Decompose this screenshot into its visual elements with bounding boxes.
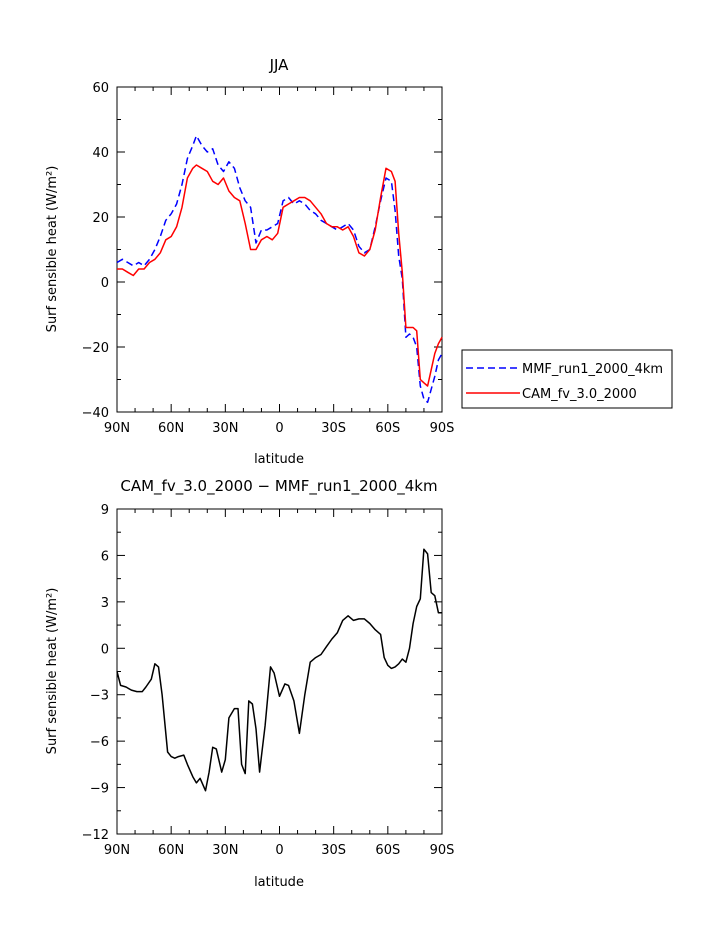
x-tick-label: 90S	[430, 843, 455, 858]
x-tick-label: 30S	[321, 843, 346, 858]
y-tick-label: 60	[92, 81, 109, 96]
bottom-y-axis-label: Surf sensible heat (W/m²)	[45, 588, 60, 755]
y-tick-label: 3	[101, 596, 109, 611]
y-tick-label: −6	[90, 735, 109, 750]
bottom-chart-title: CAM_fv_3.0_2000 − MMF_run1_2000_4km	[120, 477, 437, 496]
y-tick-label: 20	[92, 211, 109, 226]
x-tick-label: 60S	[375, 843, 400, 858]
y-tick-label: −3	[90, 689, 109, 704]
y-tick-label: −9	[90, 782, 109, 797]
bottom-x-ticks: 90N 60N 30N 0 30S 60S 90S	[104, 509, 455, 858]
top-y-axis-label: Surf sensible heat (W/m²)	[45, 166, 60, 333]
top-series	[116, 135, 443, 404]
legend-label-cam: CAM_fv_3.0_2000	[522, 387, 637, 402]
top-panel: JJA 90N 60N 30N 0 30S 60S 90S −40 −20 0 20 40 60 la…	[45, 56, 673, 467]
x-tick-label: 30N	[212, 421, 238, 436]
y-tick-label: 0	[101, 276, 109, 291]
y-tick-label: 0	[101, 642, 109, 657]
x-tick-label: 0	[275, 843, 283, 858]
bottom-plot-frame	[116, 508, 443, 835]
x-tick-label: 90S	[430, 421, 455, 436]
legend-label-mmf: MMF_run1_2000_4km	[522, 362, 663, 377]
x-tick-label: 60N	[158, 421, 184, 436]
y-tick-label: 9	[101, 503, 109, 518]
top-plot-frame	[116, 86, 443, 413]
bottom-series-line-0	[116, 548, 442, 792]
top-x-ticks: 90N 60N 30N 0 30S 60S 90S	[104, 87, 455, 436]
top-chart-title: JJA	[269, 56, 290, 74]
bottom-panel: CAM_fv_3.0_2000 − MMF_run1_2000_4km 90N 6…	[45, 477, 454, 890]
y-tick-label: −40	[82, 406, 109, 421]
bottom-x-axis-label: latitude	[254, 875, 304, 890]
y-tick-label: 6	[101, 549, 109, 564]
x-tick-label: 60S	[375, 421, 400, 436]
x-tick-label: 30S	[321, 421, 346, 436]
x-tick-label: 60N	[158, 843, 184, 858]
y-tick-label: −12	[82, 828, 109, 843]
bottom-y-ticks: −12 −9 −6 −3 0 3 6 9	[82, 503, 442, 843]
top-y-ticks: −40 −20 0 20 40 60	[82, 81, 442, 421]
x-tick-label: 30N	[212, 843, 238, 858]
legend-box	[461, 349, 673, 409]
x-tick-label: 90N	[104, 843, 130, 858]
y-tick-label: 40	[92, 146, 109, 161]
top-series-line-1	[117, 164, 443, 387]
y-tick-label: −20	[82, 341, 109, 356]
x-tick-label: 90N	[104, 421, 130, 436]
bottom-series	[116, 548, 442, 792]
x-tick-label: 0	[275, 421, 283, 436]
top-x-axis-label: latitude	[254, 452, 304, 467]
